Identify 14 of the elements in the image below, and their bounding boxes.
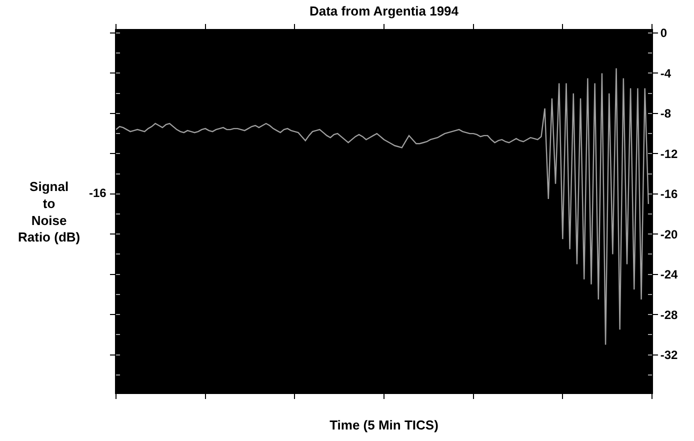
y-tick-label: -32 [660, 348, 678, 362]
text: -16 [89, 186, 107, 200]
y-tick-label: -12 [660, 146, 678, 161]
y-tick-label: -4 [660, 66, 672, 80]
y-tick-label: -28 [660, 308, 678, 322]
y-axis-title: Signal to Noise Ratio (dB) [18, 179, 80, 245]
y-tick-label: -8 [660, 106, 672, 121]
y-tick-label: -16 [660, 187, 678, 202]
line-series [116, 68, 650, 346]
y-tick-label: 0 [660, 26, 668, 40]
y-tick-label: -24 [660, 268, 678, 282]
chart-title: Data from Argentia 1994 [309, 4, 460, 19]
x-axis-title: Time (5 Min TICS) [330, 418, 438, 433]
y-tick-label: -20 [660, 227, 678, 242]
